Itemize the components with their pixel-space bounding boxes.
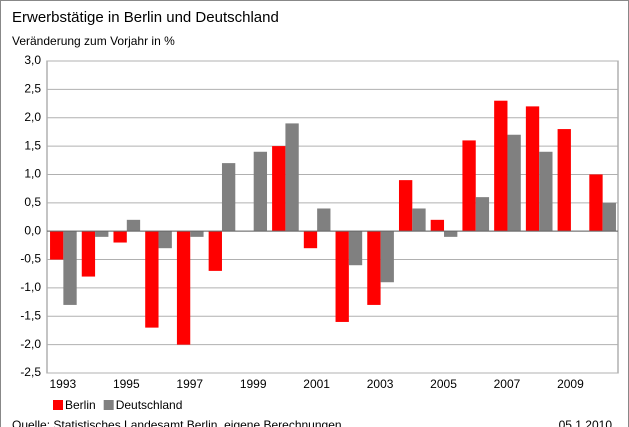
x-tick-label: 1993 <box>50 377 77 391</box>
y-tick-label: 1,5 <box>24 138 41 152</box>
bar <box>367 231 381 305</box>
bar <box>272 146 286 232</box>
legend-swatch <box>53 400 63 410</box>
bar <box>158 231 172 249</box>
y-tick-label: 0,0 <box>24 223 41 237</box>
bar <box>539 151 553 232</box>
y-tick-label: 2,5 <box>24 82 41 96</box>
date: 05.1.2010 <box>559 418 613 427</box>
bar <box>507 134 521 232</box>
y-tick-label: -1,0 <box>20 280 41 294</box>
y-tick-label: 2,0 <box>24 110 41 124</box>
legend-label: Deutschland <box>116 398 183 412</box>
bar <box>208 231 222 271</box>
plot-area <box>46 60 619 374</box>
bar <box>380 231 394 283</box>
y-tick-label: -2,0 <box>20 337 41 351</box>
bar <box>602 202 616 232</box>
bar <box>176 231 191 345</box>
x-tick-label: 2003 <box>367 377 394 391</box>
bar <box>50 231 64 260</box>
x-tick-label: 1997 <box>176 377 203 391</box>
bar <box>444 231 458 237</box>
bar <box>81 231 96 277</box>
bar <box>303 231 318 249</box>
bar <box>412 208 426 232</box>
x-tick-label: 1999 <box>240 377 267 391</box>
x-tick-label: 2009 <box>557 377 584 391</box>
bar <box>475 197 490 232</box>
y-tick-label: -2,5 <box>20 365 41 379</box>
bar <box>285 123 299 232</box>
bar <box>113 231 127 243</box>
bar <box>398 180 413 232</box>
bar <box>126 219 141 232</box>
bar <box>589 174 603 232</box>
bar <box>63 231 77 305</box>
y-tick-label: -0,5 <box>20 252 41 266</box>
bar <box>335 231 349 322</box>
source: Quelle: Statistisches Landesamt Berlin, … <box>12 418 342 427</box>
x-tick-label: 2007 <box>494 377 521 391</box>
bar <box>348 231 363 266</box>
chart-subtitle: Veränderung zum Vorjahr in % <box>12 34 175 48</box>
x-tick-label: 2001 <box>303 377 330 391</box>
bar <box>221 163 236 232</box>
y-tick-label: 3,0 <box>24 53 41 67</box>
bar <box>525 106 540 232</box>
y-tick-label: 1,0 <box>24 167 41 181</box>
x-tick-label: 2005 <box>430 377 457 391</box>
legend-swatch <box>103 400 114 410</box>
bar <box>253 151 268 232</box>
chart-title: Erwerbstätige in Berlin und Deutschland <box>12 9 279 26</box>
bar <box>190 231 204 237</box>
y-tick-label: 0,5 <box>24 195 41 209</box>
bar <box>317 208 331 232</box>
x-tick-label: 1995 <box>113 377 140 391</box>
bar <box>494 100 508 232</box>
bar <box>430 219 445 232</box>
y-tick-label: -1,5 <box>20 308 41 322</box>
bar <box>557 129 571 232</box>
bar <box>145 231 159 328</box>
legend-label: Berlin <box>65 398 96 412</box>
bar <box>95 231 109 237</box>
bar <box>462 140 476 232</box>
